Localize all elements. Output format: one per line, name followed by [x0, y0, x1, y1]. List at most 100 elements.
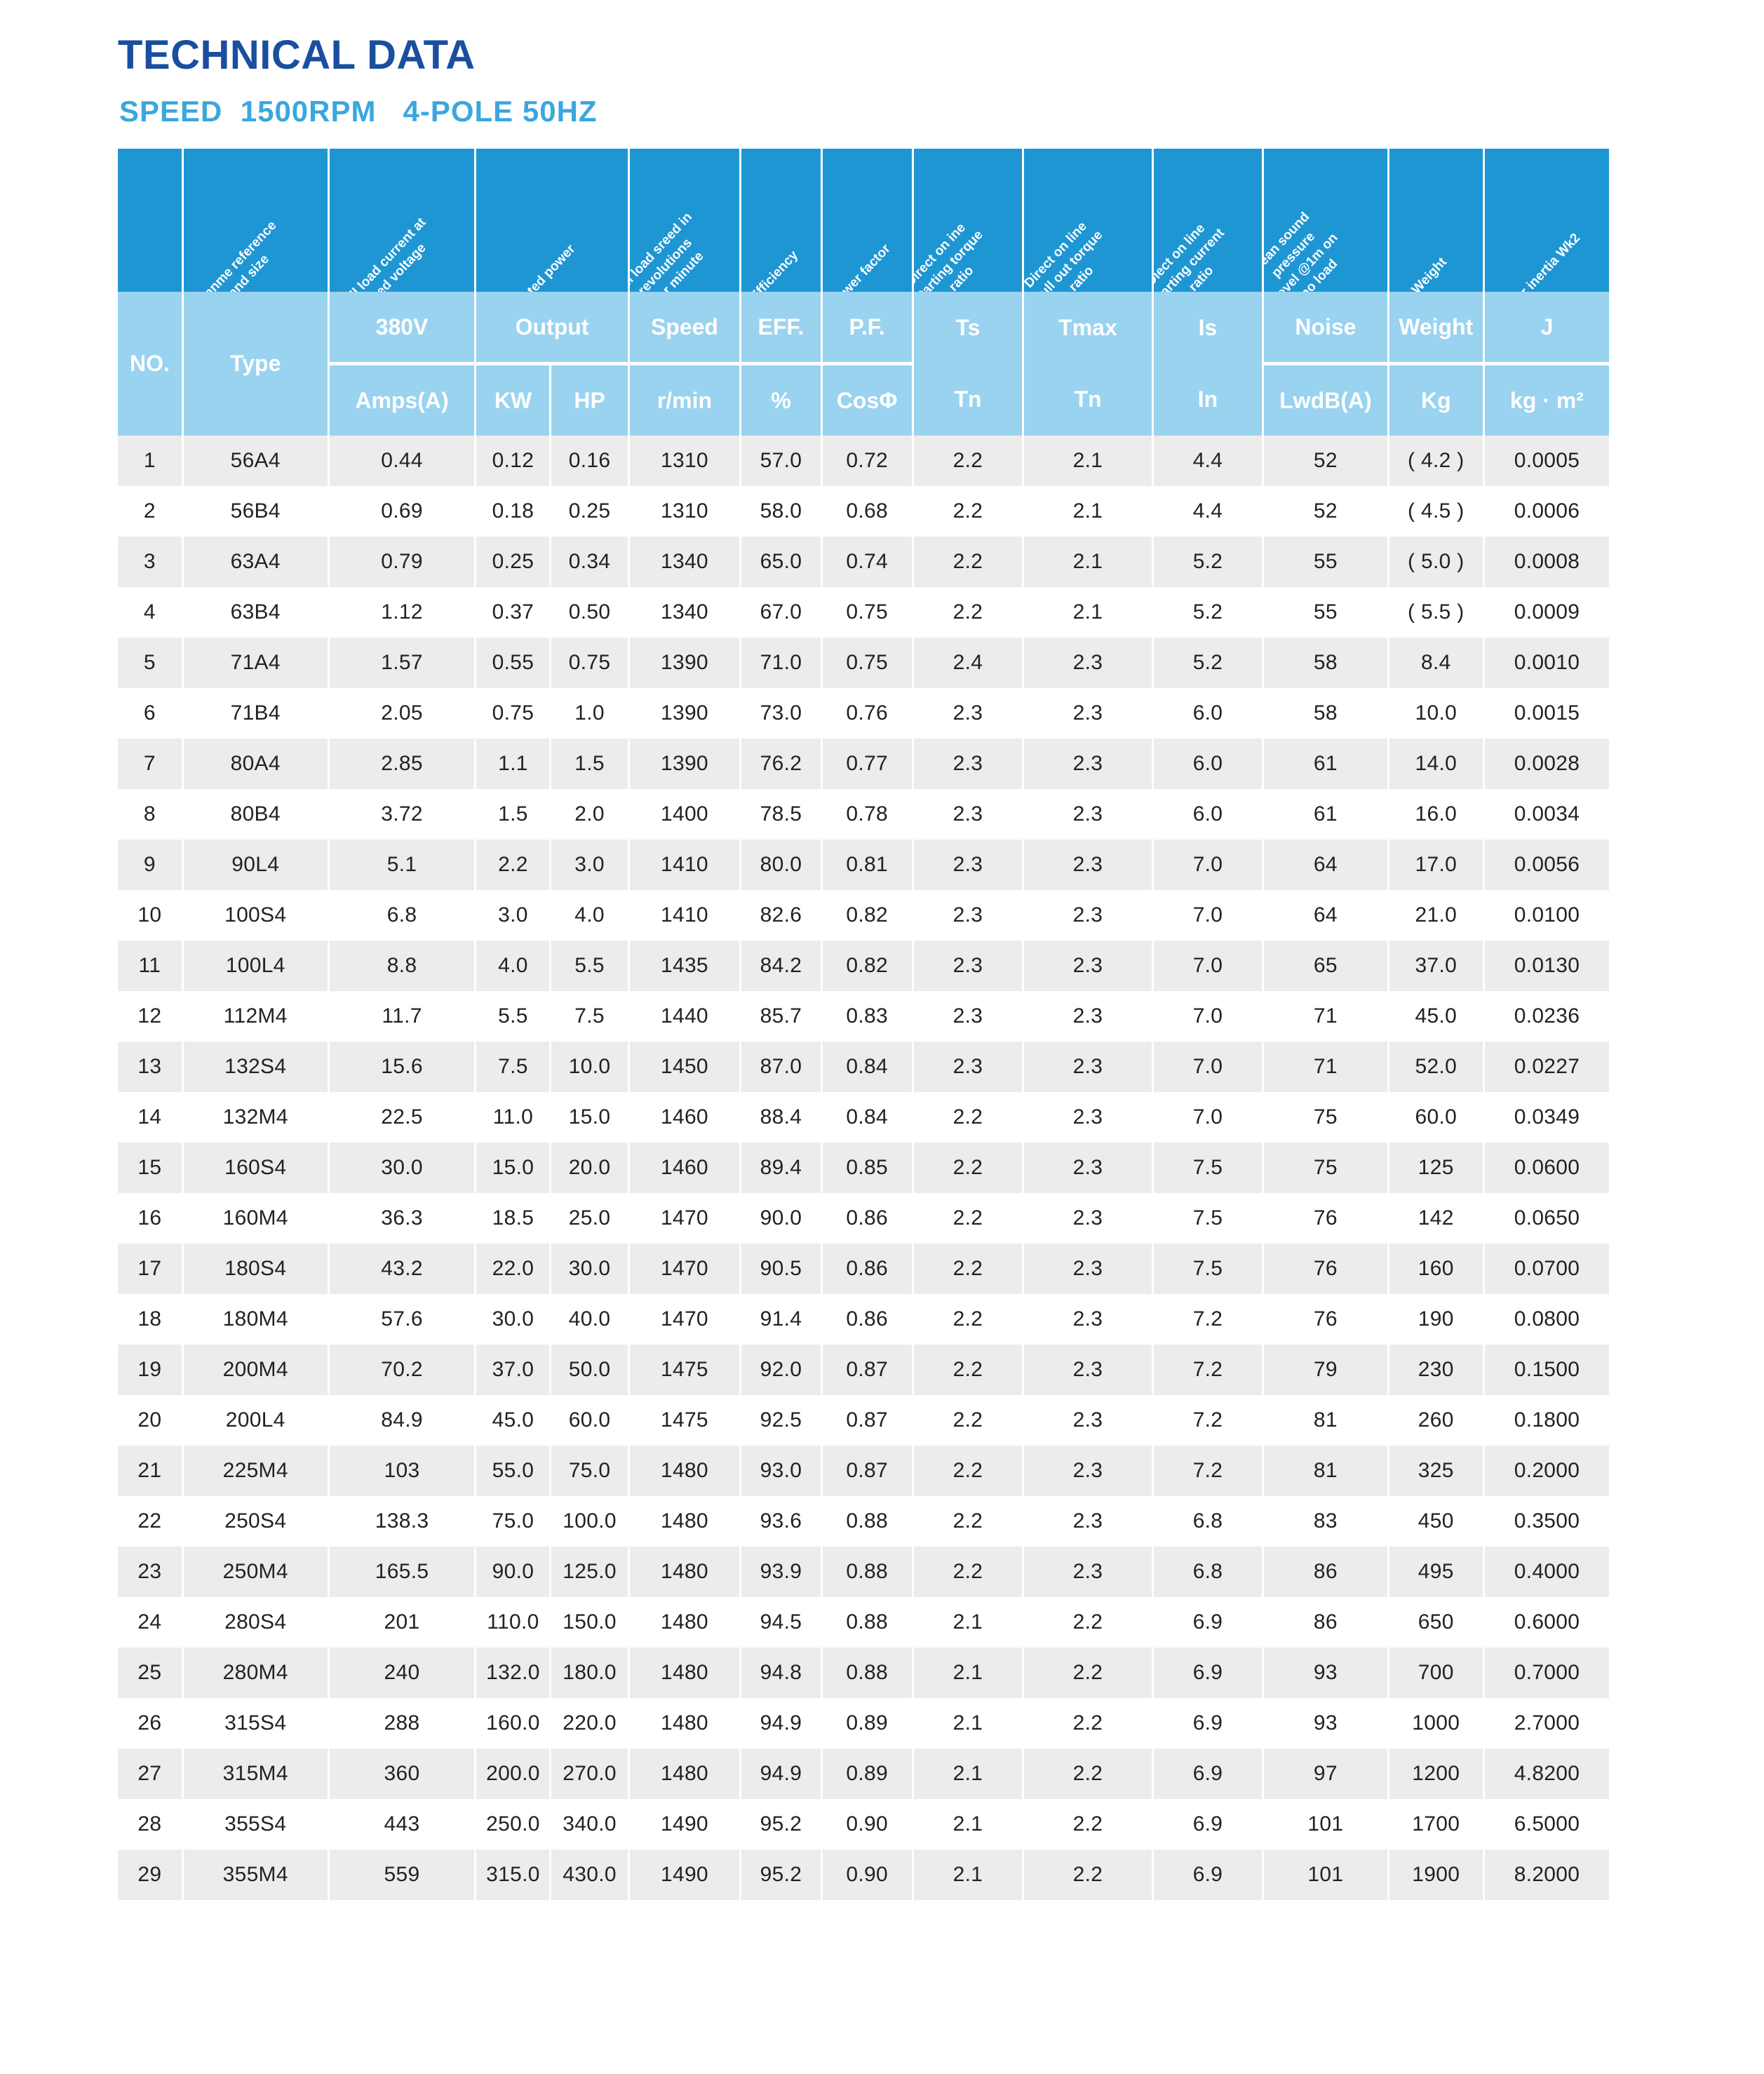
cell-is: 5.2	[1152, 638, 1265, 688]
cell-hp: 30.0	[550, 1244, 630, 1294]
cell-eff: 73.0	[740, 688, 823, 739]
cell-amps: 360	[328, 1749, 477, 1799]
rotated-header-weight: Weight	[1388, 149, 1485, 292]
cell-is: 7.5	[1152, 1193, 1265, 1244]
cell-rmin: 1490	[628, 1799, 742, 1850]
cell-type: 200M4	[182, 1345, 330, 1395]
cell-amps: 84.9	[328, 1395, 477, 1446]
subheader-no: NO.	[118, 292, 184, 436]
cell-amps: 3.72	[328, 789, 477, 840]
cell-amps: 22.5	[328, 1092, 477, 1143]
cell-is: 6.9	[1152, 1799, 1265, 1850]
cell-j: 0.4000	[1483, 1547, 1609, 1597]
rotated-header-starting-current: Diect on line starting current ratio	[1152, 149, 1265, 292]
cell-pf: 0.77	[821, 739, 914, 789]
cell-j: 0.6000	[1483, 1597, 1609, 1648]
cell-noise: 55	[1263, 537, 1389, 587]
cell-j: 6.5000	[1483, 1799, 1609, 1850]
cell-j: 0.0650	[1483, 1193, 1609, 1244]
cell-j: 0.1500	[1483, 1345, 1609, 1395]
cell-tmax: 2.2	[1023, 1648, 1154, 1698]
cell-kw: 0.18	[475, 486, 552, 537]
cell-type: 90L4	[182, 840, 330, 890]
cell-rmin: 1390	[628, 739, 742, 789]
cell-kw: 250.0	[475, 1799, 552, 1850]
cell-tmax: 2.3	[1023, 1345, 1154, 1395]
cell-kw: 160.0	[475, 1698, 552, 1749]
cell-hp: 40.0	[550, 1294, 630, 1345]
subheader-unit-kg: Kg	[1388, 363, 1485, 436]
cell-hp: 0.34	[550, 537, 630, 587]
cell-type: 112M4	[182, 991, 330, 1042]
cell-weight: 60.0	[1388, 1092, 1485, 1143]
cell-is: 6.9	[1152, 1597, 1265, 1648]
table-row: 21 225M4 103 55.0 75.0 1480 93.0 0.87 2.2 2.3 7.2 8…	[118, 1446, 1609, 1496]
rotated-header-noise: Mean sound pressure level @1m on no load	[1263, 149, 1389, 292]
subheader-type: Type	[182, 292, 330, 436]
cell-weight: ( 4.2 )	[1388, 436, 1485, 486]
cell-eff: 65.0	[740, 537, 823, 587]
cell-ts: 2.1	[913, 1799, 1025, 1850]
cell-ts: 2.2	[913, 436, 1025, 486]
cell-amps: 443	[328, 1799, 477, 1850]
cell-tmax: 2.3	[1023, 1547, 1154, 1597]
cell-type: 160S4	[182, 1143, 330, 1193]
cell-type: 355S4	[182, 1799, 330, 1850]
cell-tmax: 2.2	[1023, 1799, 1154, 1850]
table-row: 3 63A4 0.79 0.25 0.34 1340 65.0 0.74 2.2 2.1 5.2 55…	[118, 537, 1609, 587]
subheader-unit-tn-ts: Tn	[913, 363, 1025, 436]
cell-j: 0.1800	[1483, 1395, 1609, 1446]
cell-rmin: 1475	[628, 1345, 742, 1395]
cell-hp: 25.0	[550, 1193, 630, 1244]
cell-rmin: 1480	[628, 1496, 742, 1547]
cell-pf: 0.89	[821, 1698, 914, 1749]
cell-tmax: 2.1	[1023, 587, 1154, 638]
cell-eff: 93.6	[740, 1496, 823, 1547]
cell-rmin: 1480	[628, 1749, 742, 1799]
cell-eff: 71.0	[740, 638, 823, 688]
cell-is: 5.2	[1152, 537, 1265, 587]
cell-no: 11	[118, 941, 184, 991]
cell-eff: 93.9	[740, 1547, 823, 1597]
cell-is: 6.8	[1152, 1547, 1265, 1597]
cell-eff: 58.0	[740, 486, 823, 537]
table-row: 14 132M4 22.5 11.0 15.0 1460 88.4 0.84 2.2 2.3 7.0…	[118, 1092, 1609, 1143]
cell-amps: 8.8	[328, 941, 477, 991]
cell-eff: 67.0	[740, 587, 823, 638]
cell-j: 0.2000	[1483, 1446, 1609, 1496]
cell-weight: 450	[1388, 1496, 1485, 1547]
cell-noise: 93	[1263, 1648, 1389, 1698]
cell-j: 0.0015	[1483, 688, 1609, 739]
cell-amps: 240	[328, 1648, 477, 1698]
cell-weight: 10.0	[1388, 688, 1485, 739]
cell-no: 27	[118, 1749, 184, 1799]
cell-noise: 75	[1263, 1092, 1389, 1143]
cell-amps: 11.7	[328, 991, 477, 1042]
cell-ts: 2.1	[913, 1749, 1025, 1799]
cell-ts: 2.3	[913, 739, 1025, 789]
cell-no: 19	[118, 1345, 184, 1395]
cell-no: 18	[118, 1294, 184, 1345]
cell-type: 63A4	[182, 537, 330, 587]
cell-rmin: 1310	[628, 486, 742, 537]
cell-amps: 57.6	[328, 1294, 477, 1345]
cell-j: 0.0034	[1483, 789, 1609, 840]
cell-rmin: 1340	[628, 537, 742, 587]
cell-ts: 2.2	[913, 486, 1025, 537]
cell-is: 6.9	[1152, 1698, 1265, 1749]
cell-kw: 315.0	[475, 1850, 552, 1900]
cell-pf: 0.86	[821, 1244, 914, 1294]
cell-type: 71A4	[182, 638, 330, 688]
cell-weight: 14.0	[1388, 739, 1485, 789]
cell-rmin: 1470	[628, 1294, 742, 1345]
cell-pf: 0.88	[821, 1648, 914, 1698]
cell-ts: 2.2	[913, 1446, 1025, 1496]
cell-tmax: 2.3	[1023, 941, 1154, 991]
rotated-header-speed: Full load sreed in revolutions per minut…	[628, 149, 742, 292]
cell-ts: 2.1	[913, 1850, 1025, 1900]
subheader-unit-hp: HP	[550, 363, 630, 436]
cell-pf: 0.78	[821, 789, 914, 840]
subheader-unit-percent: %	[740, 363, 823, 436]
cell-kw: 18.5	[475, 1193, 552, 1244]
rot-line: Power factor	[828, 241, 894, 292]
